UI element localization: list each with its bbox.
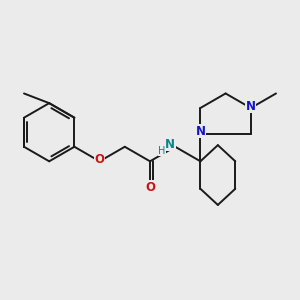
Text: O: O: [145, 181, 155, 194]
Text: H: H: [158, 146, 165, 156]
Text: N: N: [195, 125, 206, 138]
Text: N: N: [246, 100, 256, 113]
Text: N: N: [165, 138, 176, 151]
Text: O: O: [94, 153, 105, 166]
